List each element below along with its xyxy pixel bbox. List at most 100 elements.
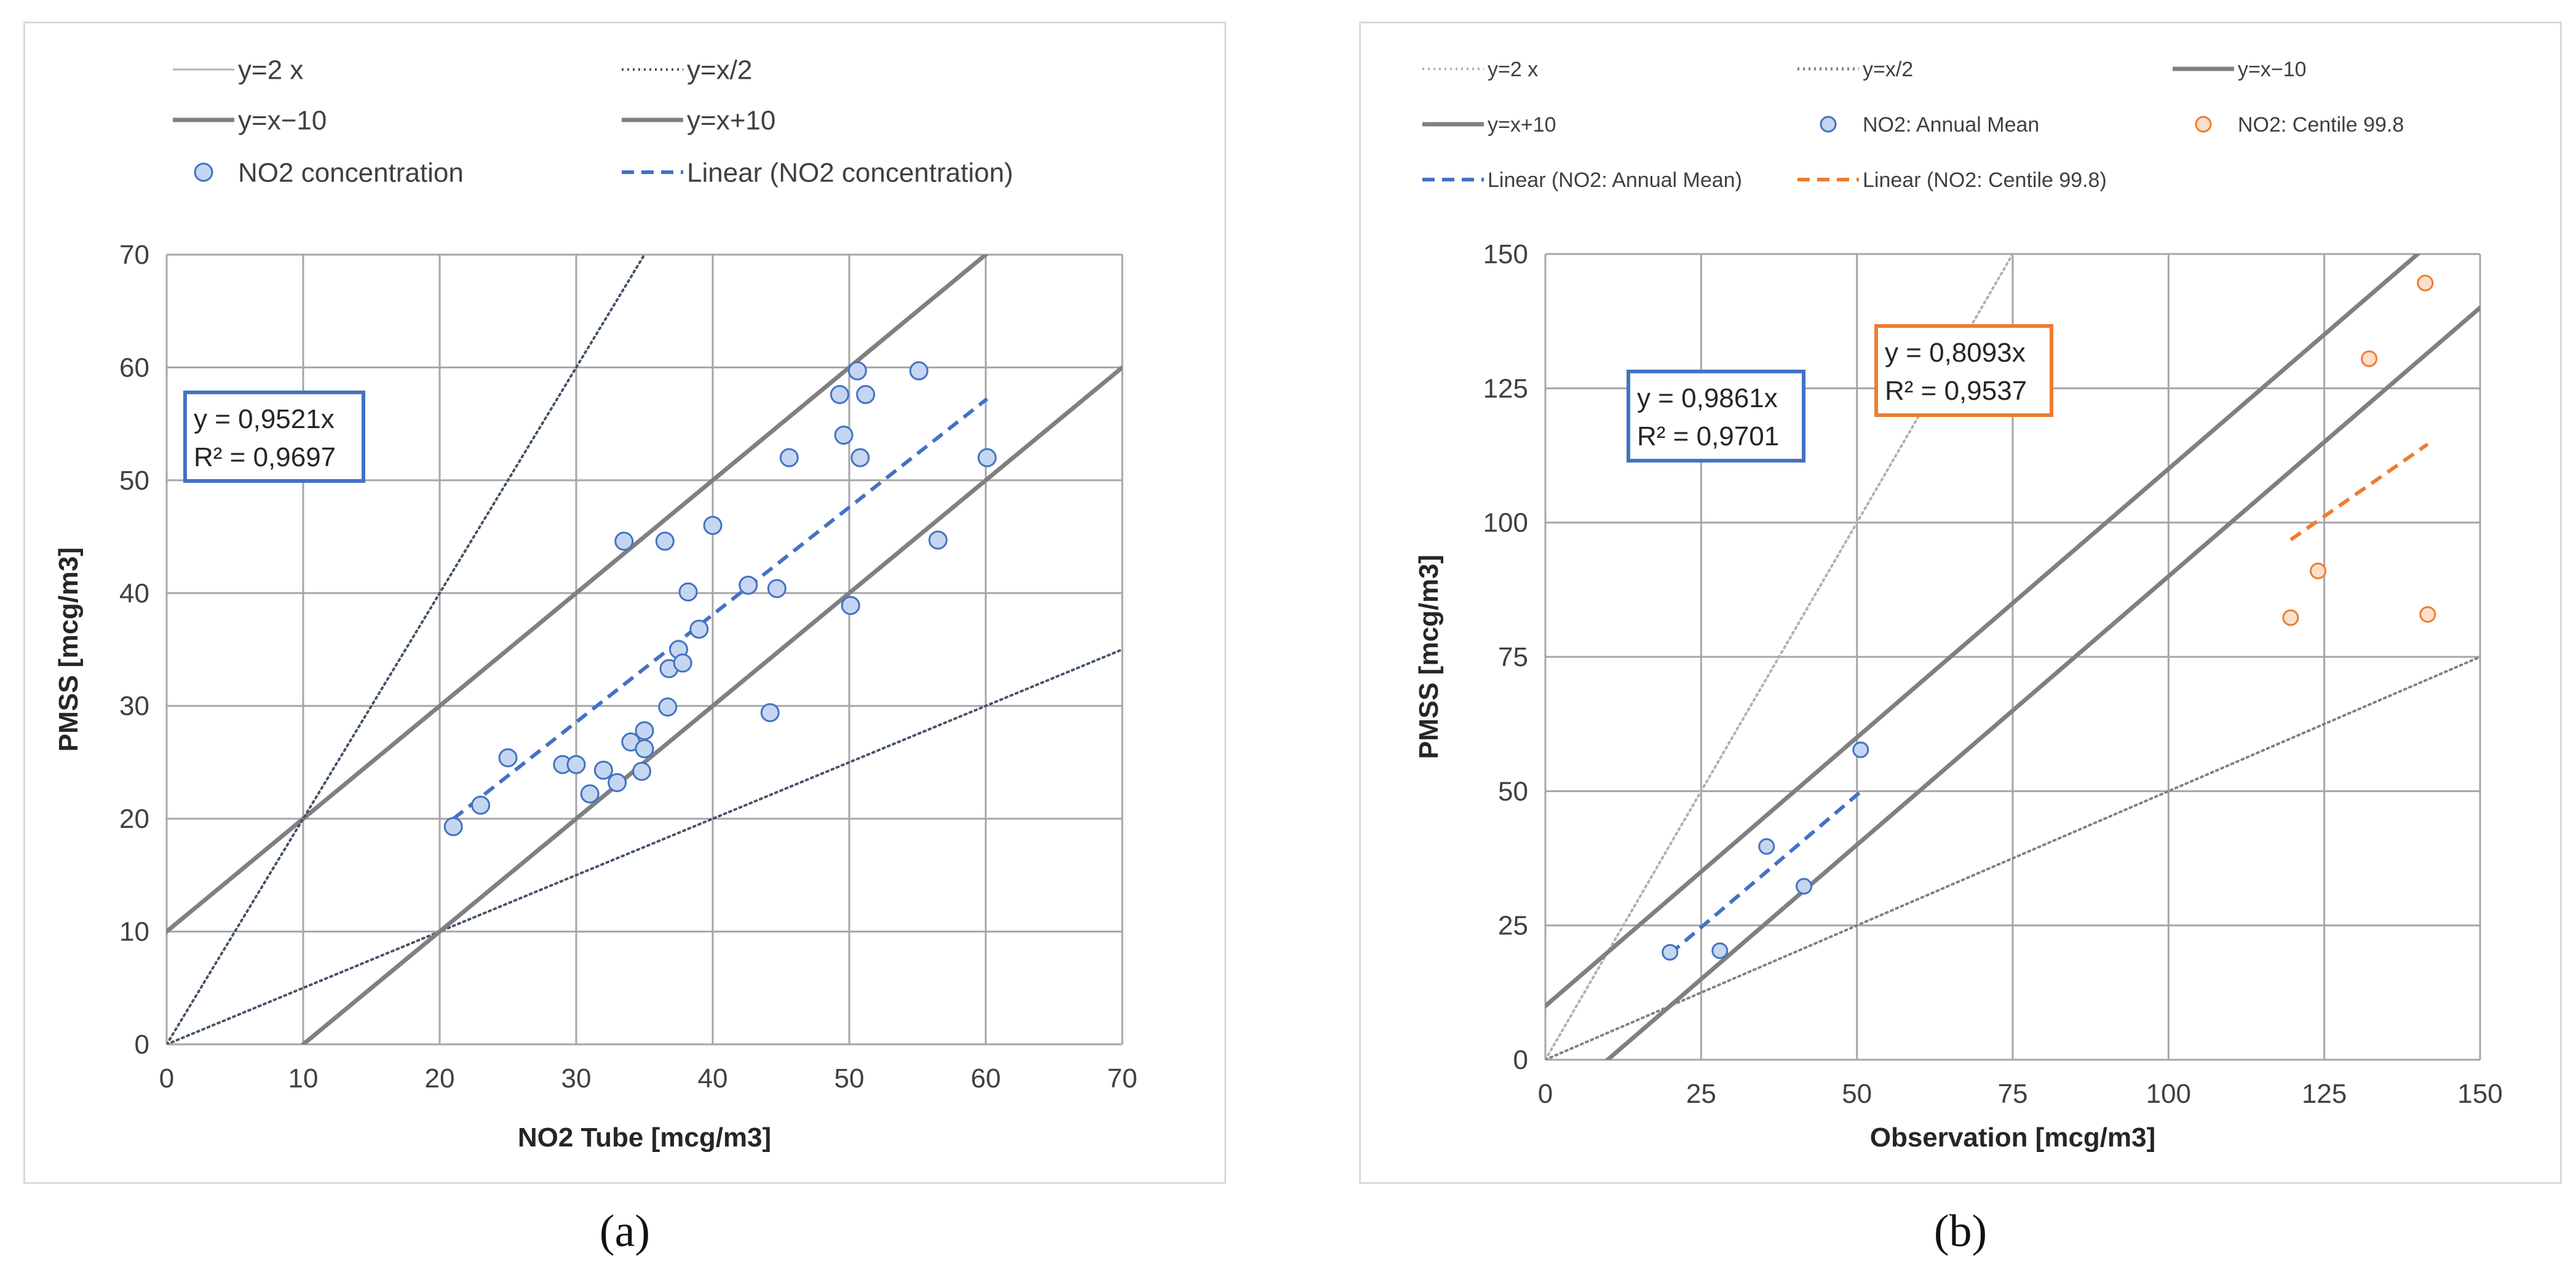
legend-label: NO2: Centile 99.8 <box>2238 113 2404 137</box>
reference-line <box>1545 656 2480 1060</box>
x-tick-label: 100 <box>2146 1079 2191 1109</box>
y-tick-label: 30 <box>119 691 149 721</box>
data-point <box>1758 838 1775 855</box>
tick-labels: 0 25 50 75 100 125 150 0 25 50 75 100 125 150 <box>1483 239 2503 1109</box>
data-point <box>635 739 654 758</box>
data-point <box>856 384 876 404</box>
equation-text: y = 0,8093x <box>1885 338 2026 368</box>
data-point <box>593 760 613 780</box>
data-point <box>1662 943 1679 961</box>
y-tick-label: 40 <box>119 578 149 608</box>
y-tick-label: 100 <box>1483 508 1528 538</box>
x-tick-label: 0 <box>159 1063 174 1094</box>
legend-label: Linear (NO2: Centile 99.8) <box>1863 169 2107 192</box>
data-point <box>566 755 586 774</box>
x-tick-label: 50 <box>1842 1079 1872 1109</box>
equation-text: y = 0,9521x <box>194 404 335 434</box>
x-tick-label: 60 <box>971 1063 1001 1094</box>
x-tick-label: 150 <box>2457 1079 2502 1109</box>
series-1 <box>2282 274 2436 626</box>
data-point <box>767 579 787 598</box>
data-point <box>655 531 675 551</box>
equation-box: y = 0,8093x R² = 0,9537 <box>1874 324 2053 417</box>
data-point <box>760 703 780 723</box>
equation-box-border <box>1627 370 1805 463</box>
y-tick-label: 70 <box>119 240 149 270</box>
equation-text: y = 0,9861x <box>1637 383 1778 413</box>
data-point <box>658 697 678 717</box>
legend: y=2 x y=x/2 y=x−10 y=x+10 NO2: Annual Mean NO… <box>1422 58 2404 192</box>
x-tick-label: 20 <box>425 1063 455 1094</box>
reference-line <box>1545 254 2422 1009</box>
trendline <box>1668 790 1862 956</box>
data-point <box>678 582 698 602</box>
reference-lines <box>1545 254 2480 1060</box>
chart-a-svg: 0 10 20 30 40 50 60 70 0 10 20 30 40 50 60 70 NO2 Tube [… <box>54 55 1137 1153</box>
data-point <box>471 795 491 815</box>
chart-b-svg: 0 25 50 75 100 125 150 0 25 50 75 100 125 150 Observat… <box>1414 58 2503 1153</box>
legend-label: y=x+10 <box>687 105 775 135</box>
data-point <box>977 448 997 467</box>
data-point <box>673 653 692 673</box>
legend-label: y=x+10 <box>1488 113 1556 137</box>
data-point <box>689 619 709 639</box>
data-point <box>614 531 634 551</box>
reference-line <box>1545 254 2015 1060</box>
data-point <box>928 530 948 550</box>
data-point <box>1796 878 1813 895</box>
data-point <box>850 448 870 467</box>
x-tick-label: 0 <box>1538 1079 1553 1109</box>
legend-label: y=x−10 <box>238 105 327 135</box>
x-tick-label: 25 <box>1686 1079 1716 1109</box>
data-point <box>703 515 723 535</box>
x-tick-label: 50 <box>834 1063 865 1094</box>
y-tick-label: 10 <box>119 917 149 947</box>
y-tick-label: 75 <box>1498 642 1528 672</box>
data-point <box>2310 562 2327 579</box>
trendlines <box>452 397 989 820</box>
data-point <box>580 784 600 804</box>
data-point <box>779 448 799 467</box>
data-point <box>847 361 867 381</box>
equation-box: y = 0,9861x R² = 0,9701 <box>1627 370 1805 463</box>
series-0 <box>443 361 997 836</box>
grid-lines <box>165 253 1124 1046</box>
legend-label: Linear (NO2 concentration) <box>687 157 1013 188</box>
trendline <box>2289 442 2429 542</box>
data-point <box>2282 609 2299 626</box>
y-tick-label: 25 <box>1498 911 1528 941</box>
data-point <box>739 575 758 595</box>
data-point <box>2419 606 2436 623</box>
y-tick-label: 150 <box>1483 239 1528 269</box>
caption-b: (b) <box>1933 1206 1987 1257</box>
r-squared-text: R² = 0,9537 <box>1885 376 2027 406</box>
y-tick-label: 50 <box>1498 776 1528 806</box>
x-tick-label: 40 <box>698 1063 728 1094</box>
data-point <box>443 817 463 836</box>
y-tick-label: 125 <box>1483 373 1528 403</box>
legend-label: NO2: Annual Mean <box>1863 113 2039 137</box>
series-0 <box>1662 741 1869 961</box>
tick-labels: 0 10 20 30 40 50 60 70 0 10 20 30 40 50 60 70 <box>119 240 1137 1094</box>
caption-a: (a) <box>599 1206 651 1257</box>
legend-label: y=x/2 <box>1863 58 1913 81</box>
data-point <box>1852 741 1869 758</box>
data-point <box>1711 942 1729 959</box>
legend-label: Linear (NO2: Annual Mean) <box>1488 169 1742 192</box>
y-tick-label: 60 <box>119 352 149 383</box>
x-tick-label: 70 <box>1108 1063 1138 1094</box>
data-point <box>2361 350 2378 367</box>
y-tick-label: 20 <box>119 804 149 834</box>
legend-label: y=x−10 <box>2238 58 2307 81</box>
y-axis-label: PMSS [mcg/m3] <box>54 547 84 752</box>
x-tick-label: 75 <box>1998 1079 2028 1109</box>
r-squared-text: R² = 0,9697 <box>194 442 336 472</box>
y-tick-label: 0 <box>135 1030 149 1060</box>
legend-label: y=x/2 <box>687 55 752 85</box>
legend-label: y=2 x <box>238 55 303 85</box>
data-point <box>841 595 860 615</box>
legend-label: y=2 x <box>1488 58 1538 81</box>
y-tick-label: 0 <box>1513 1045 1528 1075</box>
data-point <box>834 425 854 445</box>
x-tick-label: 30 <box>561 1063 592 1094</box>
